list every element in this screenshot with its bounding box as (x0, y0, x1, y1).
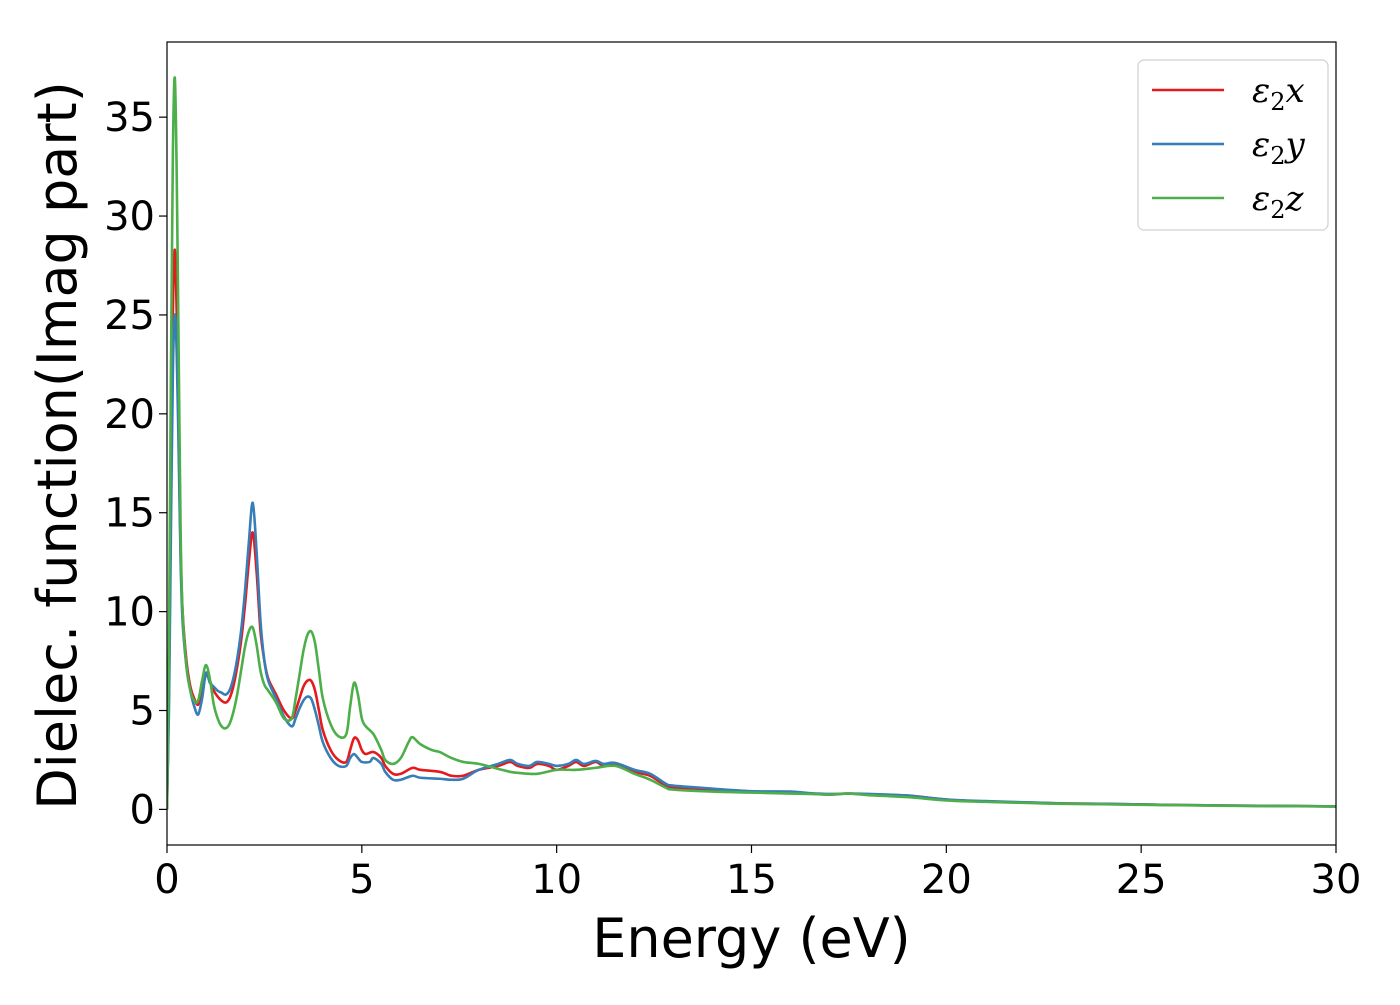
y-tick-label: 35 (104, 95, 155, 141)
x-axis-label: Energy (eV) (592, 907, 911, 970)
y-tick-label: 5 (130, 689, 155, 735)
x-tick-label: 25 (1116, 857, 1167, 903)
x-tick-label: 10 (531, 857, 582, 903)
y-tick-label: 15 (104, 491, 155, 537)
y-axis-label: Dielec. function(Imag part) (26, 81, 89, 810)
series-line-x (167, 248, 1336, 810)
legend-label-x: ε2x (1252, 71, 1305, 116)
x-tick-label: 5 (349, 857, 374, 903)
y-tick-label: 10 (104, 590, 155, 636)
series-line-z (167, 76, 1336, 810)
y-tick-label: 30 (104, 194, 155, 240)
legend-label-z: ε2z (1252, 179, 1305, 224)
y-tick-label: 0 (130, 787, 155, 833)
legend-box (1137, 59, 1329, 231)
x-tick-label: 20 (921, 857, 972, 903)
y-tick-label: 20 (104, 392, 155, 438)
x-axis-ticks: 0 5 10 15 20 25 30 (154, 845, 1361, 903)
x-tick-label: 15 (726, 857, 777, 903)
y-axis-ticks: 0 5 10 15 20 25 30 35 (104, 95, 167, 833)
x-tick-label: 30 (1311, 857, 1362, 903)
series-line-y (167, 313, 1336, 810)
series-layer (167, 76, 1336, 810)
legend: ε2x ε2y ε2z (1137, 59, 1329, 231)
legend-label-y: ε2y (1252, 125, 1306, 170)
x-tick-label: 0 (154, 857, 179, 903)
y-tick-label: 25 (104, 293, 155, 339)
